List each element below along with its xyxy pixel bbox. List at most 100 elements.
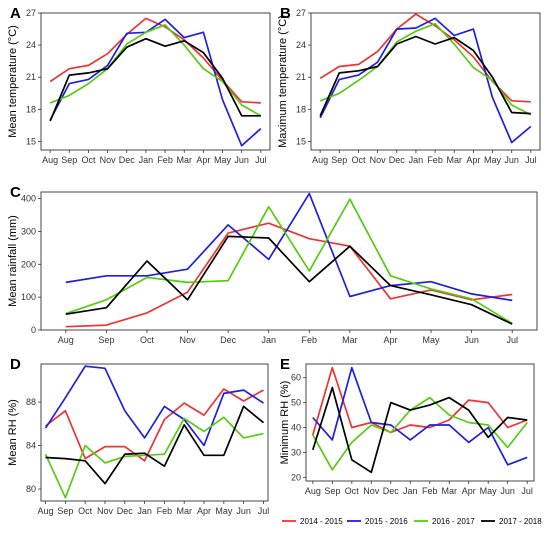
panel-b-ytick-label: 27 [296,8,306,18]
panel-e-xtick-label: Mar [441,486,457,496]
panel-b-frame [310,12,541,151]
panel-c-xtick-label: Jan [261,335,276,345]
panel-a-xtick-label: Nov [100,155,117,165]
panel-d-series-2014-2015 [44,388,264,462]
panel-a-xtick-label: Aug [42,155,58,165]
panel-a-xtick-label: Jul [255,155,267,165]
panel-d: D 80 84 88 Aug Sep Oct Nov Dec Jan Feb Mar Apr May Jun… [7,356,269,516]
panel-e-ytick-label: 60 [291,373,301,383]
panel-e-xtick-label: Nov [363,486,380,496]
legend-label-2015-2016: 2015 - 2016 [365,517,408,526]
panel-b-xtick-label: Jul [525,155,537,165]
panel-c-xtick-label: Apr [383,335,397,345]
panel-e-series-2017-2018 [311,386,528,474]
panel-c: C 0 100 200 300 400 Aug Sep Oct Nov Dec Jan Feb Mar Ap… [7,184,538,345]
panel-b-xtick-label: May [484,155,502,165]
panel-d-ytick-label: 80 [26,484,36,494]
panel-a-xtick-label: Mar [176,155,192,165]
panel-d-xtick-label: Apr [197,506,211,516]
panel-d-xtick-label: Jun [236,506,251,516]
panel-a-xtick-label: Sep [61,155,77,165]
panel-a-ytick-label: 21 [26,72,36,82]
panel-d-xtick-label: Dec [117,506,134,516]
panel-d-series-2015-2016 [44,365,264,447]
panel-b-xtick-label: Aug [312,155,328,165]
panel-c-ytick-label: 200 [21,259,36,269]
panel-e-xtick-label: Feb [422,486,438,496]
panel-d-xtick-label: Jul [258,506,270,516]
panel-b-letter: B [280,5,291,22]
panel-a-frame [40,12,271,151]
panel-c-letter: C [10,184,21,201]
panel-e-letter: E [280,356,290,373]
panel-b-xtick-label: Feb [427,155,443,165]
panel-c-series-2016-2017 [65,198,513,325]
panel-e-frame [305,363,535,482]
panel-d-y-axis-label: Mean RH (%) [7,399,19,466]
panel-a-xtick-label: May [214,155,232,165]
panel-a-xtick-label: Oct [81,155,96,165]
panel-c-xtick-label: Mar [342,335,358,345]
panel-a-y-axis-label: Mean temperature (°C) [7,25,19,138]
panel-b-ytick-label: 15 [296,136,306,146]
panel-b-series-2015-2016 [319,17,532,144]
panel-d-xtick-label: Oct [78,506,93,516]
panel-d-xtick-label: Mar [176,506,192,516]
panel-d-xtick-label: Aug [38,506,54,516]
panel-c-series-2014-2015 [65,222,513,328]
legend-label-2017-2018: 2017 - 2018 [499,517,542,526]
panel-d-xtick-label: Sep [57,506,73,516]
panel-b-xtick-label: Dec [389,155,406,165]
panel-b-xtick-label: Jun [504,155,519,165]
panel-b-ytick-label: 21 [296,72,306,82]
panel-a-series-2015-2016 [49,18,262,147]
panel-e-xtick-label: Aug [305,486,321,496]
panel-b-xtick-label: Nov [370,155,387,165]
panel-a-xtick-label: Feb [157,155,173,165]
panel-e: E 20 30 40 50 60 Aug Sep Oct Nov Dec Jan Feb Mar Apr Ma… [279,356,535,496]
panel-e-xtick-label: May [480,486,498,496]
panel-d-frame [40,363,269,502]
panel-d-letter: D [10,356,21,373]
panel-b-xtick-label: Oct [351,155,366,165]
panel-b-series-2017-2018 [319,35,531,117]
panel-e-xtick-label: Apr [462,486,476,496]
panel-d-xtick-label: Nov [97,506,114,516]
panel-e-xtick-label: Oct [345,486,360,496]
panel-e-xtick-label: Jan [403,486,418,496]
legend: 2014 - 2015 2015 - 2016 2016 - 2017 2017 - … [282,517,542,526]
panel-e-xtick-label: Dec [383,486,400,496]
panel-a-xtick-label: Apr [196,155,210,165]
panel-c-ytick-label: 400 [21,194,36,204]
panel-b-y-axis-label: Maximum temperature (°C) [277,15,289,148]
panel-b-xtick-label: Jan [409,155,424,165]
panel-e-ytick-label: 40 [291,422,301,432]
panel-d-ytick-label: 84 [26,441,36,451]
panel-e-series-2015-2016 [312,366,528,466]
legend-label-2014-2015: 2014 - 2015 [300,517,343,526]
panel-b-xtick-label: Sep [331,155,347,165]
panel-c-frame [40,191,538,331]
panel-b-xtick-label: Apr [466,155,480,165]
panel-d-ytick-label: 88 [26,397,36,407]
panel-c-xtick-label: Dec [220,335,237,345]
panel-a-xtick-label: Dec [119,155,136,165]
panel-a-series-2016-2017 [49,23,262,117]
panel-d-series-2017-2018 [45,405,265,485]
panel-c-ytick-label: 0 [31,325,36,335]
panel-b-series-2016-2017 [319,22,532,116]
panel-d-xtick-label: May [215,506,233,516]
panel-c-xtick-label: Aug [58,335,74,345]
panel-c-xtick-label: Oct [140,335,155,345]
panel-d-series-2016-2017 [44,416,264,499]
panel-a-series-2017-2018 [49,37,261,122]
panel-a-letter: A [10,5,21,22]
panel-e-xtick-label: Jul [521,486,533,496]
panel-d-xtick-label: Jan [137,506,152,516]
panel-c-series-2015-2016 [65,192,513,302]
panel-a-xtick-label: Jan [139,155,154,165]
panel-d-xtick-label: Feb [157,506,173,516]
panel-b-xtick-label: Mar [446,155,462,165]
panel-b: B 15 18 21 24 27 Aug Sep Oct Nov Dec Jan Feb Mar Apr Ma… [277,5,541,165]
